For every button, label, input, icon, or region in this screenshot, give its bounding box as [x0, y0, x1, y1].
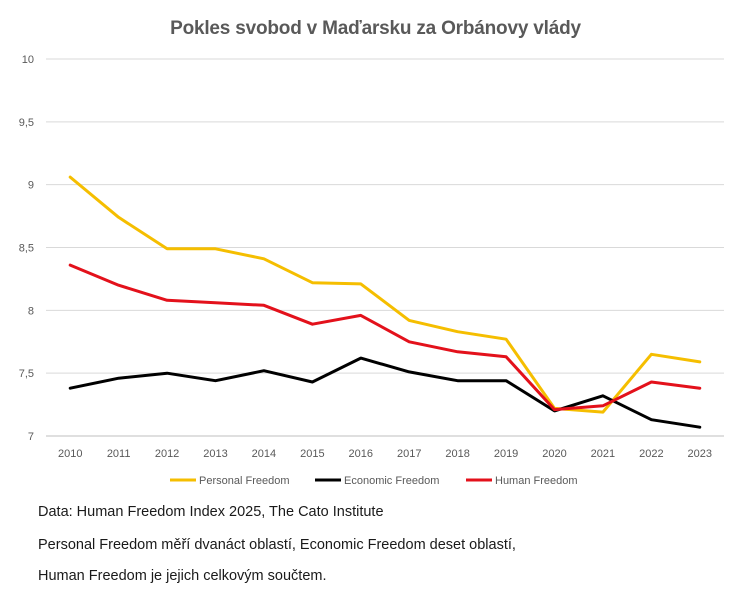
x-tick-label: 2010 [58, 448, 82, 460]
x-tick-label: 2015 [300, 448, 324, 460]
legend: Personal Freedom Economic Freedom Human Fr… [170, 475, 578, 487]
y-tick-label: 8,5 [19, 243, 34, 255]
x-tick-label: 2022 [639, 448, 663, 460]
x-axis-tick-labels: 2010 2011 2012 2013 2014 2015 2016 2017 2018 2019… [58, 448, 712, 460]
series-line-human-freedom [68, 263, 702, 412]
line-chart: 77,588,599,510 2010 2011 2012 2013 2014 2015 2… [19, 54, 724, 487]
y-tick-label: 9 [28, 180, 34, 192]
x-tick-label: 2018 [445, 448, 469, 460]
y-tick-label: 10 [22, 54, 34, 66]
y-tick-label: 8 [28, 305, 34, 317]
gridlines [46, 58, 724, 437]
series-line-economic-freedom [68, 356, 702, 429]
x-tick-label: 2021 [591, 448, 615, 460]
y-tick-label: 9,5 [19, 117, 34, 129]
chart-title: Pokles svobod v Maďarsku za Orbánovy vlá… [170, 18, 581, 39]
y-tick-label: 7 [28, 431, 34, 443]
x-tick-label: 2023 [688, 448, 712, 460]
legend-label: Economic Freedom [344, 475, 439, 487]
y-axis-tick-labels: 7 7,5 8 8,5 9 9,5 10 [19, 54, 34, 443]
series-lines [68, 175, 702, 429]
x-tick-label: 2019 [494, 448, 518, 460]
x-tick-label: 2012 [155, 448, 179, 460]
data-source-note: Data: Human Freedom Index 2025, The Cato… [38, 504, 384, 520]
x-tick-label: 2014 [252, 448, 276, 460]
legend-label: Personal Freedom [199, 475, 290, 487]
x-tick-label: 2011 [107, 448, 131, 460]
legend-label: Human Freedom [495, 475, 578, 487]
methodology-note-line-1: Personal Freedom měří dvanáct oblastí, E… [38, 537, 516, 553]
x-tick-label: 2016 [349, 448, 373, 460]
y-tick-label: 7,5 [19, 368, 34, 380]
methodology-note-line-2: Human Freedom je jejich celkovým součtem… [38, 568, 327, 584]
x-tick-label: 2020 [542, 448, 566, 460]
x-tick-label: 2017 [397, 448, 421, 460]
x-tick-label: 2013 [203, 448, 227, 460]
series-line-personal-freedom [68, 175, 702, 414]
